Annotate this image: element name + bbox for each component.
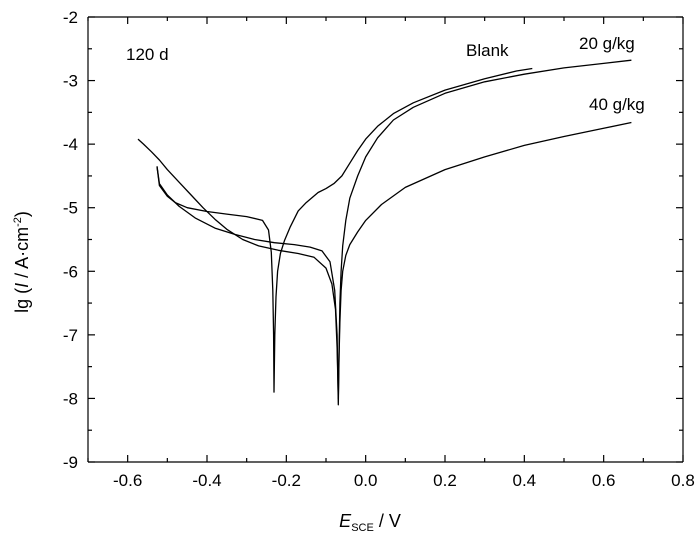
- y-axis-symbol: I: [12, 283, 32, 288]
- x-axis-unit: / V: [374, 511, 401, 531]
- time-annotation: 120 d: [126, 45, 169, 64]
- x-tick-label: 0.0: [354, 471, 378, 490]
- plot-frame: [87, 16, 684, 463]
- x-tick-label: -0.6: [113, 471, 142, 490]
- x-tick-label: -0.4: [192, 471, 221, 490]
- 20gkg-annotation: 20 g/kg: [579, 34, 635, 53]
- y-tick-label: -2: [63, 8, 78, 27]
- y-tick-label: -6: [63, 262, 78, 281]
- y-tick-label: -4: [63, 135, 78, 154]
- y-tick-label: -3: [63, 72, 78, 91]
- x-tick-label: 0.2: [433, 471, 457, 490]
- series-line-20-g-kg: [137, 59, 632, 400]
- y-tick-label: -8: [63, 389, 78, 408]
- y-axis-unit: / A·cm: [12, 227, 32, 283]
- y-axis-superscript: -2: [12, 217, 24, 227]
- x-tick-label: -0.2: [272, 471, 301, 490]
- y-tick-label: -7: [63, 326, 78, 345]
- y-tick-label: -9: [63, 453, 78, 472]
- series-line-blank: [156, 67, 533, 393]
- y-axis-ticks: -9 -8 -7 -6 -5 -4 -3 -2: [63, 8, 683, 472]
- x-tick-label: 0.4: [513, 471, 537, 490]
- series-line-40-g-kg: [156, 121, 632, 406]
- x-tick-label: 0.8: [671, 471, 695, 490]
- x-axis-symbol: E: [339, 511, 352, 531]
- x-axis-title: ESCE / V: [339, 511, 401, 534]
- blank-annotation: Blank: [466, 41, 509, 60]
- x-axis-ticks: -0.6 -0.4 -0.2 0.0 0.2 0.4 0.6 0.8: [87, 17, 695, 490]
- 40gkg-annotation: 40 g/kg: [589, 95, 645, 114]
- x-axis-subscript: SCE: [351, 522, 374, 534]
- x-tick-label: 0.6: [592, 471, 616, 490]
- y-tick-label: -5: [63, 199, 78, 218]
- polarization-curves: [137, 59, 632, 406]
- y-axis-prefix: lg (: [12, 288, 32, 313]
- y-axis-title: lg (I / A·cm-2): [12, 211, 32, 313]
- y-axis-suffix: ): [12, 211, 32, 217]
